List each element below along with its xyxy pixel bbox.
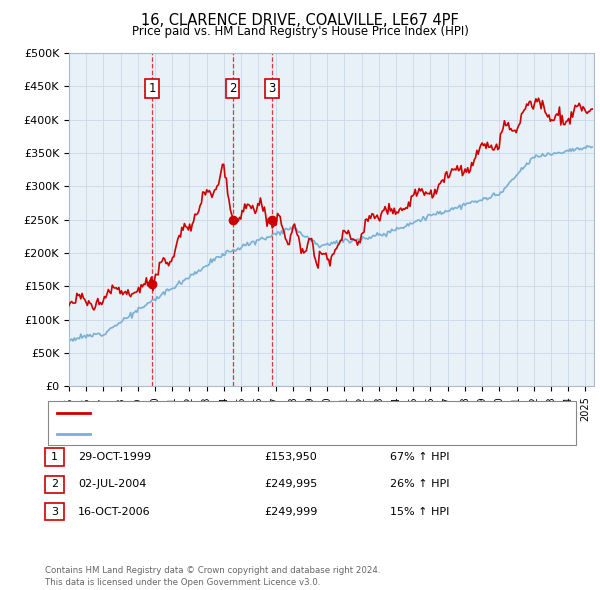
- Text: 2: 2: [229, 81, 236, 94]
- Text: £153,950: £153,950: [264, 453, 317, 462]
- Text: 02-JUL-2004: 02-JUL-2004: [78, 480, 146, 489]
- Text: 1: 1: [148, 81, 156, 94]
- Text: 16-OCT-2006: 16-OCT-2006: [78, 507, 151, 516]
- Text: Contains HM Land Registry data © Crown copyright and database right 2024.
This d: Contains HM Land Registry data © Crown c…: [45, 566, 380, 587]
- Text: 26% ↑ HPI: 26% ↑ HPI: [390, 480, 449, 489]
- Text: 16, CLARENCE DRIVE, COALVILLE, LE67 4PF (detached house): 16, CLARENCE DRIVE, COALVILLE, LE67 4PF …: [97, 408, 419, 418]
- Text: 67% ↑ HPI: 67% ↑ HPI: [390, 453, 449, 462]
- Text: 2: 2: [51, 480, 58, 489]
- Text: 3: 3: [268, 81, 275, 94]
- Text: £249,995: £249,995: [264, 480, 317, 489]
- Text: 16, CLARENCE DRIVE, COALVILLE, LE67 4PF: 16, CLARENCE DRIVE, COALVILLE, LE67 4PF: [141, 13, 459, 28]
- Text: 29-OCT-1999: 29-OCT-1999: [78, 453, 151, 462]
- Text: Price paid vs. HM Land Registry's House Price Index (HPI): Price paid vs. HM Land Registry's House …: [131, 25, 469, 38]
- Text: 3: 3: [51, 507, 58, 516]
- Text: 15% ↑ HPI: 15% ↑ HPI: [390, 507, 449, 516]
- Text: 1: 1: [51, 453, 58, 462]
- Text: £249,999: £249,999: [264, 507, 317, 516]
- Text: HPI: Average price, detached house, North West Leicestershire: HPI: Average price, detached house, Nort…: [97, 428, 425, 438]
